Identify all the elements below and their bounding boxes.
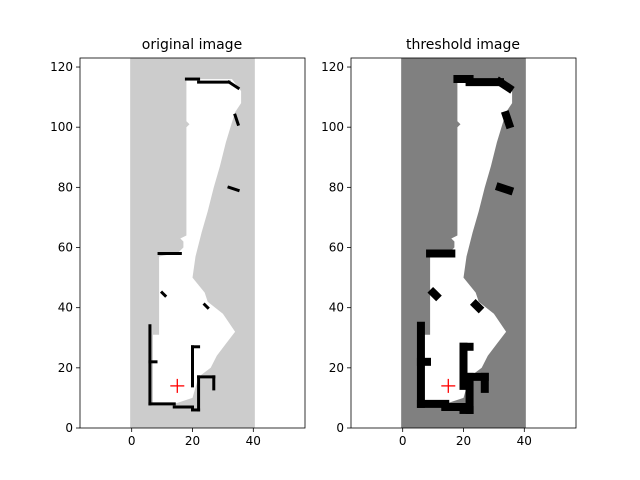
x-tick-label: 0	[399, 434, 407, 448]
y-tick-label: 0	[336, 421, 344, 435]
plot-area	[130, 58, 255, 428]
y-tick-label: 80	[329, 180, 344, 194]
x-tick-label: 40	[246, 434, 261, 448]
wall-segment	[500, 110, 515, 130]
free-space	[153, 79, 242, 404]
wall-segment	[494, 76, 515, 94]
plot-area	[401, 58, 526, 428]
x-tick-label: 20	[456, 434, 471, 448]
wall-segment	[494, 182, 515, 196]
y-tick-label: 20	[58, 361, 73, 375]
y-tick-label: 100	[50, 120, 73, 134]
x-tick-label: 20	[185, 434, 200, 448]
wall-segment	[202, 302, 210, 310]
y-tick-label: 100	[321, 120, 344, 134]
wall-segment	[159, 290, 168, 298]
y-tick-label: 120	[321, 60, 344, 74]
wall-segment	[427, 286, 442, 302]
y-tick-label: 0	[65, 421, 73, 435]
y-tick-label: 40	[58, 301, 73, 315]
wall-segment	[233, 113, 241, 127]
robot-marker	[441, 378, 456, 393]
panel-threshold-image: threshold image 0 20 40 0 20 40 60 80 100 120	[321, 37, 577, 448]
chart-title: original image	[142, 37, 242, 53]
free-space	[424, 79, 513, 404]
wall-segment	[226, 79, 241, 91]
x-tick-label: 40	[517, 434, 532, 448]
y-tick-label: 40	[329, 301, 344, 315]
y-tick-label: 80	[58, 180, 73, 194]
y-tick-label: 60	[329, 241, 344, 255]
y-tick-label: 120	[50, 60, 73, 74]
robot-marker	[170, 378, 185, 393]
wall-segment	[470, 299, 485, 314]
panel-original-image: original image 0 20 40 0 20 40 60 80 100 120	[50, 37, 306, 448]
y-tick-label: 60	[58, 241, 73, 255]
wall-segment	[227, 185, 241, 193]
y-tick-label: 20	[329, 361, 344, 375]
chart-title: threshold image	[406, 37, 520, 53]
x-tick-label: 0	[128, 434, 136, 448]
